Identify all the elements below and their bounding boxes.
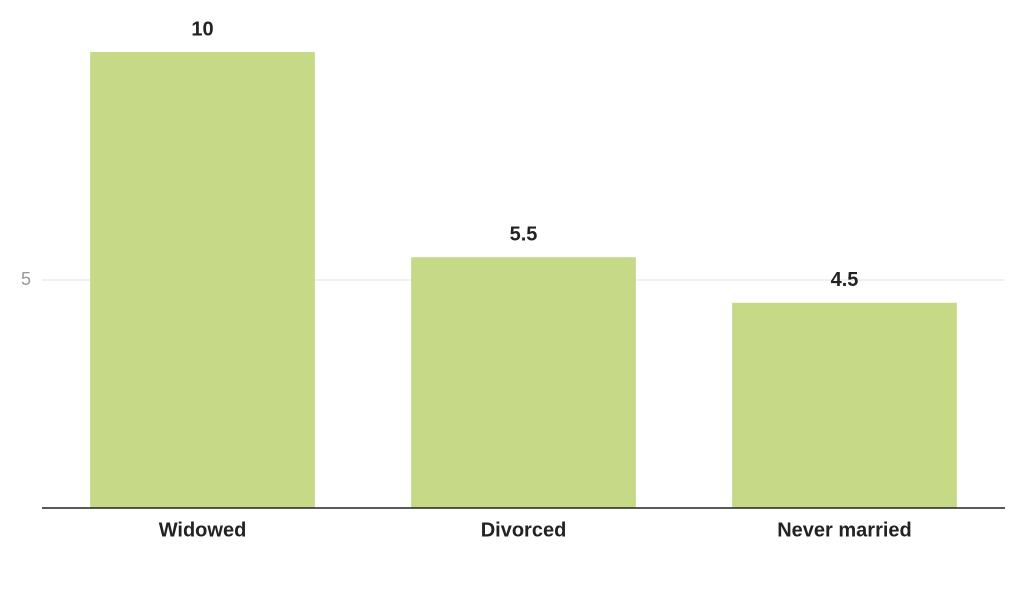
- bar: [90, 52, 315, 508]
- value-label: 10: [191, 18, 213, 40]
- bar: [732, 302, 957, 508]
- x-tick-label: Widowed: [159, 519, 247, 541]
- value-label: 5.5: [510, 223, 538, 245]
- value-label: 4.5: [831, 269, 859, 291]
- x-tick-label: Divorced: [481, 519, 567, 541]
- y-tick-label: 5: [21, 269, 31, 289]
- bar: [411, 257, 636, 508]
- x-tick-label: Never married: [777, 519, 912, 541]
